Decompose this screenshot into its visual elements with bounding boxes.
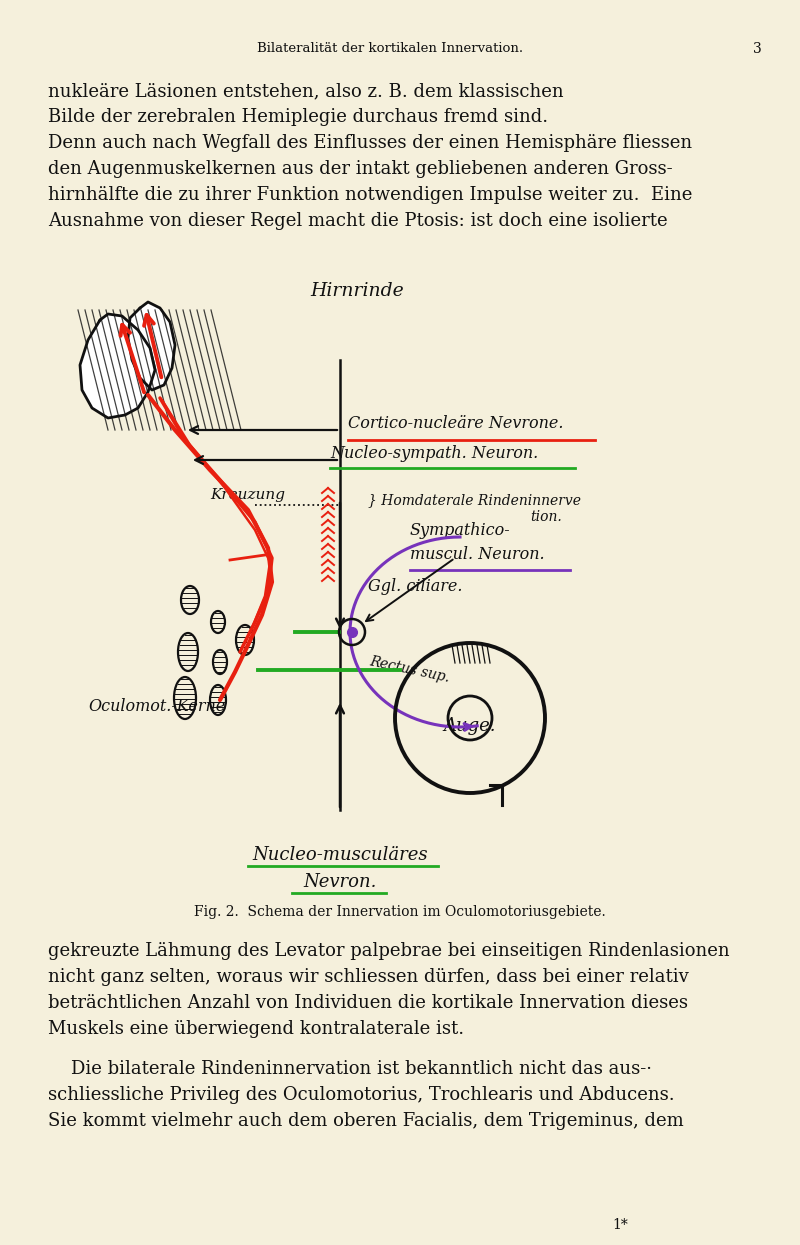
Text: gekreuzte Lähmung des Levator palpebrae bei einseitigen Rindenlasionen: gekreuzte Lähmung des Levator palpebrae … [48, 942, 730, 960]
Text: 3: 3 [754, 42, 762, 56]
Text: schliessliche Privileg des Oculomotorius, Trochlearis und Abducens.: schliessliche Privileg des Oculomotorius… [48, 1086, 674, 1104]
Text: Bilde der zerebralen Hemiplegie durchaus fremd sind.: Bilde der zerebralen Hemiplegie durchaus… [48, 108, 548, 126]
Text: tion.: tion. [530, 510, 562, 524]
Ellipse shape [213, 650, 227, 674]
Text: Sie kommt vielmehr auch dem oberen Facialis, dem Trigeminus, dem: Sie kommt vielmehr auch dem oberen Facia… [48, 1112, 684, 1130]
Ellipse shape [181, 586, 199, 614]
Text: den Augenmuskelkernen aus der intakt gebliebenen anderen Gross-: den Augenmuskelkernen aus der intakt geb… [48, 161, 673, 178]
Text: Bilateralität der kortikalen Innervation.: Bilateralität der kortikalen Innervation… [257, 42, 523, 55]
Polygon shape [80, 314, 155, 418]
Text: 1*: 1* [612, 1218, 628, 1233]
Text: Die bilaterale Rindeninnervation ist bekanntlich nicht das aus-·: Die bilaterale Rindeninnervation ist bek… [48, 1059, 652, 1078]
Text: nukleäre Läsionen entstehen, also z. B. dem klassischen: nukleäre Läsionen entstehen, also z. B. … [48, 82, 564, 100]
Text: Ausnahme von dieser Regel macht die Ptosis: ist doch eine isolierte: Ausnahme von dieser Regel macht die Ptos… [48, 212, 668, 230]
Text: muscul. Neuron.: muscul. Neuron. [410, 547, 545, 563]
Text: Sympathico-: Sympathico- [410, 522, 510, 539]
Text: Rectus sup.: Rectus sup. [368, 654, 451, 685]
Text: Oculomot.-Kerne: Oculomot.-Kerne [88, 698, 226, 715]
Ellipse shape [174, 677, 196, 720]
Text: Nucleo-musculäres: Nucleo-musculäres [252, 847, 428, 864]
Ellipse shape [236, 625, 254, 655]
Polygon shape [128, 303, 175, 390]
Text: Hirnrinde: Hirnrinde [310, 283, 404, 300]
Ellipse shape [211, 611, 225, 632]
Text: Ggl. ciliare.: Ggl. ciliare. [368, 578, 462, 595]
Text: Cortico-nucleäre Nevrone.: Cortico-nucleäre Nevrone. [348, 415, 563, 432]
Text: } Homdaterale Rindeninnerve: } Homdaterale Rindeninnerve [368, 493, 581, 507]
Text: Fig. 2.  Schema der Innervation im Oculomotoriusgebiete.: Fig. 2. Schema der Innervation im Oculom… [194, 905, 606, 919]
Ellipse shape [178, 632, 198, 671]
Text: Kreuzung: Kreuzung [210, 488, 285, 502]
Text: beträchtlichen Anzahl von Individuen die kortikale Innervation dieses: beträchtlichen Anzahl von Individuen die… [48, 994, 688, 1012]
Text: nicht ganz selten, woraus wir schliessen dürfen, dass bei einer relativ: nicht ganz selten, woraus wir schliessen… [48, 969, 689, 986]
Text: Auge.: Auge. [444, 717, 496, 735]
Text: hirnhälfte die zu ihrer Funktion notwendigen Impulse weiter zu.  Eine: hirnhälfte die zu ihrer Funktion notwend… [48, 186, 692, 204]
Ellipse shape [210, 685, 226, 715]
Text: Nucleo-sympath. Neuron.: Nucleo-sympath. Neuron. [330, 444, 538, 462]
Text: Nevron.: Nevron. [303, 873, 377, 891]
Text: Muskels eine überwiegend kontralaterale ist.: Muskels eine überwiegend kontralaterale … [48, 1020, 464, 1038]
Text: Denn auch nach Wegfall des Einflusses der einen Hemisphäre fliessen: Denn auch nach Wegfall des Einflusses de… [48, 134, 692, 152]
